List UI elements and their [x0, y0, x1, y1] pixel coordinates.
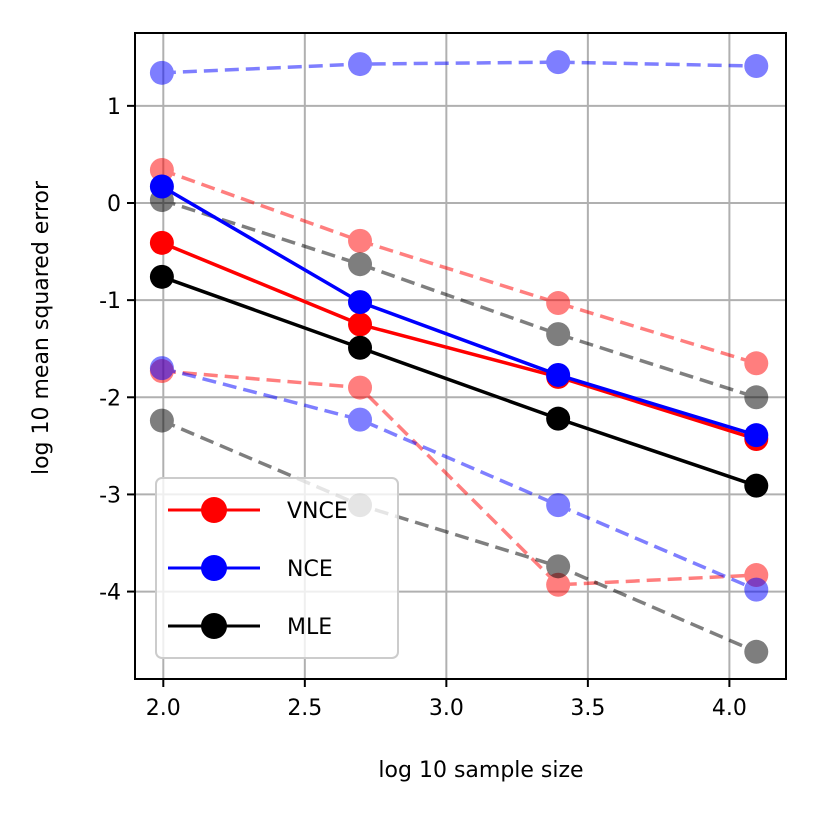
legend-marker-nce: [201, 555, 227, 581]
plot-frame: [134, 32, 787, 680]
data-point: [546, 493, 571, 518]
data-point: [546, 572, 571, 597]
data-point: [744, 577, 769, 602]
series-line: [161, 241, 757, 441]
data-point: [348, 407, 373, 432]
data-point: [348, 312, 373, 337]
legend-label-mle: MLE: [287, 615, 332, 640]
data-point: [744, 54, 769, 79]
data-point: [348, 252, 373, 277]
series-line: [161, 168, 757, 365]
data-point: [149, 230, 174, 255]
x-axis-label: log 10 sample size: [378, 758, 583, 783]
data-point: [744, 351, 769, 376]
y-axis-label: log 10 mean squared error: [29, 180, 54, 475]
series-lines: [149, 50, 769, 664]
data-point: [546, 554, 571, 579]
data-point: [149, 174, 174, 199]
data-point: [149, 408, 174, 433]
legend-label-vnce: VNCE: [287, 499, 348, 524]
data-point: [546, 322, 571, 347]
y-tick-label: -1: [99, 289, 121, 314]
data-point: [546, 50, 571, 75]
x-tick-label: 2.0: [146, 696, 181, 721]
series-line: [161, 275, 757, 488]
x-tick-label: 3.0: [429, 696, 464, 721]
data-point: [546, 406, 571, 431]
series-line: [161, 418, 757, 654]
legend-marker-mle: [201, 613, 227, 639]
x-tick-label: 2.5: [287, 696, 322, 721]
series-6: [149, 356, 769, 602]
data-point: [149, 356, 174, 381]
data-point: [744, 473, 769, 498]
x-tick-label: 4.0: [712, 696, 747, 721]
series-line: [161, 60, 757, 75]
data-point: [744, 423, 769, 448]
data-point: [546, 291, 571, 316]
data-point: [149, 157, 174, 182]
series-7: [149, 188, 769, 410]
y-tick-label: -2: [99, 386, 121, 411]
data-point: [348, 52, 373, 77]
x-tick-label: 3.5: [570, 696, 605, 721]
legend-box: [155, 477, 399, 659]
series-2: [149, 264, 769, 498]
data-point: [744, 639, 769, 664]
y-axis-ticks: 1 0 -1 -2 -3 -4: [99, 95, 135, 606]
y-tick-label: -3: [99, 483, 121, 508]
y-tick-label: 0: [107, 192, 121, 217]
series-3: [149, 157, 769, 376]
data-point: [348, 228, 373, 253]
legend-marker-vnce: [201, 497, 227, 523]
series-line: [161, 366, 757, 592]
legend-label-nce: NCE: [287, 557, 333, 582]
y-tick-label: -4: [99, 581, 121, 606]
data-point: [546, 362, 571, 387]
series-line: [161, 184, 757, 437]
data-point: [149, 60, 174, 85]
data-point: [348, 335, 373, 360]
grid: [135, 33, 786, 679]
legend: VNCE NCE MLE: [155, 477, 399, 659]
series-1: [149, 174, 769, 448]
y-tick-label: 1: [107, 95, 121, 120]
x-axis-ticks: 2.0 2.5 3.0 3.5 4.0: [146, 679, 747, 721]
data-point: [744, 385, 769, 410]
series-5: [149, 50, 769, 85]
data-point: [348, 290, 373, 315]
data-point: [348, 375, 373, 400]
data-point: [149, 264, 174, 289]
series-line: [161, 369, 757, 587]
